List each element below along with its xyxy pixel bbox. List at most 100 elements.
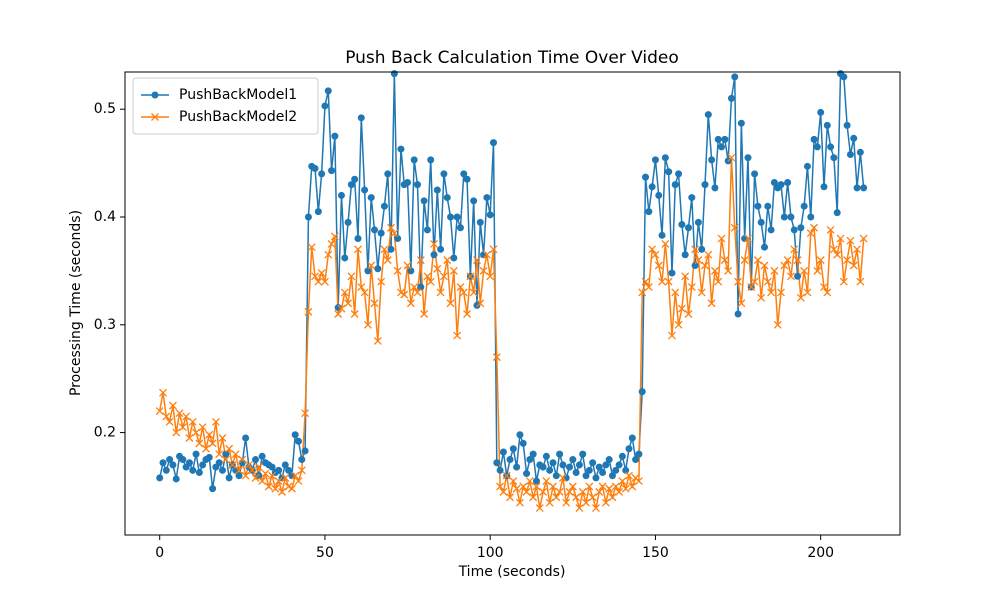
data-point: [707, 299, 716, 308]
data-point: [674, 320, 683, 329]
data-point: [222, 450, 230, 458]
data-point: [526, 456, 534, 464]
data-point: [453, 213, 461, 221]
data-point: [404, 178, 412, 186]
data-point: [684, 224, 692, 232]
data-point: [645, 208, 653, 216]
data-point: [750, 277, 759, 286]
data-point: [786, 272, 795, 281]
data-point: [238, 455, 247, 464]
data-point: [476, 218, 484, 226]
data-point: [800, 266, 809, 275]
y-tick-label: 0.3: [94, 317, 116, 333]
data-point: [552, 493, 561, 502]
data-point: [331, 132, 339, 140]
data-point: [275, 466, 283, 474]
data-point: [618, 477, 627, 486]
data-point: [175, 409, 184, 418]
data-point: [496, 466, 504, 474]
data-point: [499, 487, 508, 496]
data-point: [179, 456, 187, 464]
data-point: [628, 482, 637, 491]
data-point: [178, 423, 187, 432]
data-point: [192, 450, 200, 458]
data-point: [192, 428, 201, 437]
data-point: [248, 466, 257, 475]
data-point: [654, 261, 663, 270]
data-point: [410, 283, 419, 292]
data-point: [380, 245, 389, 254]
data-point: [568, 482, 577, 491]
data-point: [456, 283, 465, 292]
data-point: [582, 472, 590, 480]
data-point: [833, 209, 841, 217]
data-point: [380, 202, 388, 210]
data-point: [770, 178, 778, 186]
data-point: [367, 261, 376, 270]
data-point: [644, 283, 653, 292]
data-point: [433, 264, 442, 273]
data-point: [493, 459, 501, 467]
data-point: [532, 482, 541, 491]
data-point: [413, 288, 422, 297]
data-point: [724, 266, 733, 275]
data-point: [363, 320, 372, 329]
data-point: [546, 466, 554, 474]
data-point: [162, 466, 170, 474]
data-point: [833, 250, 842, 259]
data-point: [793, 256, 802, 265]
data-point: [295, 437, 303, 445]
data-point: [721, 135, 729, 143]
data-point: [589, 459, 597, 467]
data-point: [566, 463, 574, 471]
data-point: [839, 277, 848, 286]
data-point: [661, 239, 670, 248]
data-point: [542, 477, 551, 486]
data-point: [582, 498, 590, 507]
data-point: [496, 482, 505, 491]
data-point: [430, 251, 438, 259]
data-point: [489, 139, 497, 147]
data-point: [347, 181, 355, 189]
data-point: [416, 256, 425, 265]
data-point: [486, 272, 495, 281]
data-point: [764, 202, 772, 210]
data-point: [264, 482, 273, 491]
data-point: [370, 299, 379, 308]
data-point: [159, 459, 167, 467]
legend-marker: [151, 91, 159, 99]
data-point: [417, 283, 425, 291]
data-point: [182, 412, 191, 421]
data-point: [588, 493, 597, 502]
data-point: [328, 167, 336, 175]
data-point: [255, 472, 263, 480]
data-point: [622, 466, 630, 474]
data-point: [579, 450, 587, 458]
data-point: [473, 256, 481, 265]
data-point: [605, 456, 613, 464]
data-point: [559, 461, 567, 469]
data-point: [794, 272, 802, 280]
data-point: [539, 463, 547, 471]
data-point: [215, 459, 223, 467]
data-point: [235, 466, 243, 475]
plot-area: [155, 70, 868, 513]
data-point: [675, 170, 683, 178]
data-point: [827, 143, 835, 151]
data-point: [268, 471, 277, 480]
data-point: [515, 498, 524, 507]
data-point: [159, 388, 167, 397]
data-point: [618, 452, 626, 460]
data-point: [252, 456, 260, 464]
data-point: [261, 469, 270, 478]
data-point: [529, 450, 537, 458]
data-point: [731, 73, 739, 81]
data-point: [668, 269, 676, 277]
data-point: [162, 412, 171, 421]
data-point: [820, 283, 828, 292]
x-tick-label: 100: [477, 545, 504, 561]
data-point: [853, 184, 861, 192]
data-point: [155, 407, 164, 415]
data-point: [235, 472, 243, 480]
data-point: [608, 493, 617, 502]
